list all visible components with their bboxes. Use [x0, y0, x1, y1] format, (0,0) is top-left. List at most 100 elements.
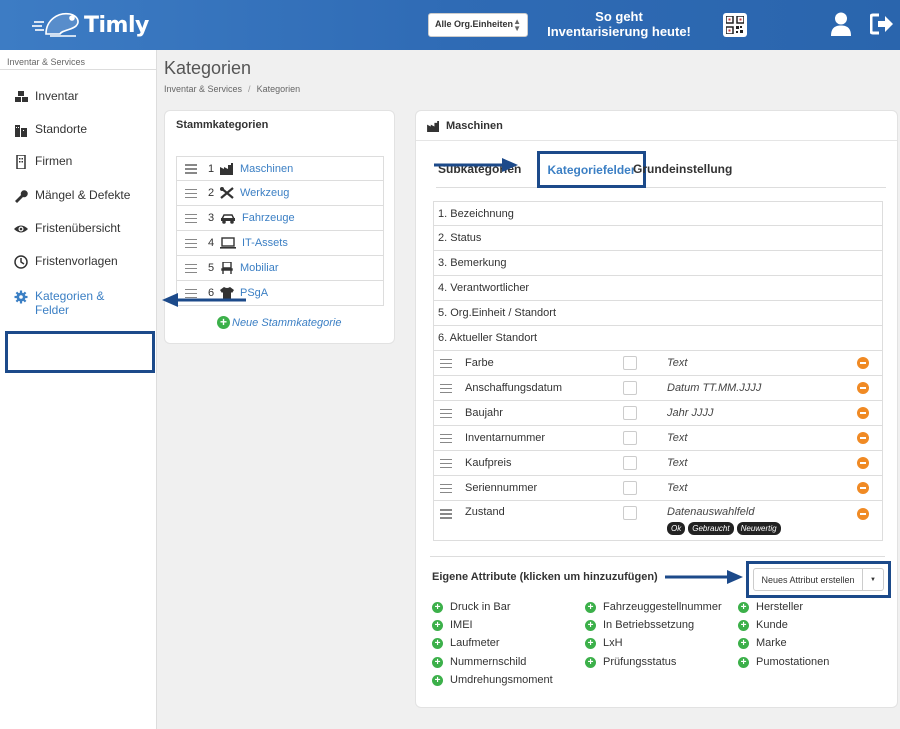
buildings-icon	[15, 125, 27, 137]
category-link[interactable]: Mobiliar	[240, 262, 279, 274]
plus-circle-icon: +	[217, 316, 230, 329]
sidebar-item-kategorien[interactable]: Kategorien & Felder	[14, 289, 104, 317]
custom-field-row[interactable]: Zustand Datenauswahlfeld Ok Gebraucht Ne…	[433, 501, 883, 541]
drag-handle-icon[interactable]	[185, 213, 197, 223]
attribute-item[interactable]: + Nummernschild	[432, 656, 526, 668]
top-bar: Timly Alle Org.Einheiten ▲ ▼ So geht Inve…	[0, 0, 900, 50]
sidebar-item-fristenuebersicht[interactable]: Fristenübersicht	[14, 221, 120, 236]
custom-field-row[interactable]: Baujahr Jahr JJJJ	[433, 401, 883, 426]
drag-handle-icon[interactable]	[440, 383, 452, 393]
required-checkbox[interactable]	[623, 381, 637, 395]
drag-handle-icon[interactable]	[440, 408, 452, 418]
logout-icon[interactable]	[870, 13, 894, 35]
qr-code-icon[interactable]	[723, 13, 747, 37]
attribute-item[interactable]: + Laufmeter	[432, 637, 500, 649]
required-checkbox[interactable]	[623, 481, 637, 495]
attribute-item[interactable]: + Hersteller	[738, 601, 803, 613]
drag-handle-icon[interactable]	[440, 509, 452, 519]
required-checkbox[interactable]	[623, 406, 637, 420]
attribute-item[interactable]: + In Betriebssetzung	[585, 619, 694, 631]
sidebar-item-fristenvorlagen[interactable]: Fristenvorlagen	[14, 254, 118, 269]
new-stammkategorie-label: Neue Stammkategorie	[232, 316, 342, 329]
remove-field-icon[interactable]	[857, 508, 869, 520]
list-item[interactable]: 4 IT-Assets	[176, 231, 384, 256]
drag-handle-icon[interactable]	[440, 458, 452, 468]
custom-field-row[interactable]: Seriennummer Text	[433, 476, 883, 501]
custom-field-row[interactable]: Kaufpreis Text	[433, 451, 883, 476]
list-item[interactable]: 2 Werkzeug	[176, 181, 384, 206]
list-item[interactable]: 1 Maschinen	[176, 156, 384, 181]
required-checkbox[interactable]	[623, 431, 637, 445]
attribute-item[interactable]: + LxH	[585, 637, 623, 649]
drag-handle-icon[interactable]	[440, 433, 452, 443]
shirt-icon	[220, 287, 234, 299]
car-icon	[220, 214, 236, 224]
attribute-item[interactable]: + Pumostationen	[738, 656, 829, 668]
fixed-field-row: 2. Status	[433, 226, 883, 251]
plus-circle-icon: +	[585, 619, 596, 631]
attribute-label: Kunde	[756, 619, 788, 631]
drag-handle-icon[interactable]	[185, 238, 197, 248]
attribute-label: Hersteller	[756, 601, 804, 613]
attribute-item[interactable]: + IMEI	[432, 619, 473, 631]
factory-icon	[427, 120, 439, 132]
remove-field-icon[interactable]	[857, 382, 869, 394]
category-link[interactable]: Werkzeug	[240, 187, 290, 199]
list-item[interactable]: 5 Mobiliar	[176, 256, 384, 281]
logo[interactable]: Timly	[32, 8, 149, 42]
required-checkbox[interactable]	[623, 506, 637, 520]
row-number: 1	[208, 162, 215, 175]
clock-icon	[14, 255, 28, 269]
custom-field-row[interactable]: Farbe Text	[433, 351, 883, 376]
remove-field-icon[interactable]	[857, 457, 869, 469]
category-link[interactable]: PSgA	[240, 287, 269, 299]
attribute-item[interactable]: + Marke	[738, 637, 787, 649]
attribute-item[interactable]: + Umdrehungsmoment	[432, 674, 553, 686]
sidebar-item-maengel[interactable]: Mängel & Defekte	[14, 188, 130, 203]
org-unit-select[interactable]: Alle Org.Einheiten ▲ ▼	[428, 13, 528, 37]
attribute-item[interactable]: + Kunde	[738, 619, 788, 631]
remove-field-icon[interactable]	[857, 482, 869, 494]
category-link[interactable]: Fahrzeuge	[242, 212, 295, 224]
sidebar-item-standorte[interactable]: Standorte	[14, 122, 87, 137]
dropdown-caret-icon[interactable]: ▼	[870, 577, 876, 583]
custom-field-row[interactable]: Inventarnummer Text	[433, 426, 883, 451]
org-unit-select-label: Alle Org.Einheiten	[435, 19, 514, 29]
breadcrumb-link[interactable]: Inventar & Services	[164, 84, 243, 94]
drag-handle-icon[interactable]	[440, 483, 452, 493]
sidebar-item-label: Standorte	[35, 122, 88, 136]
user-icon[interactable]	[830, 12, 852, 36]
sidebar-item-label: Mängel & Defekte	[35, 188, 131, 202]
remove-field-icon[interactable]	[857, 357, 869, 369]
list-item[interactable]: 6 PSgA	[176, 281, 384, 306]
drag-handle-icon[interactable]	[440, 358, 452, 368]
sidebar-item-inventar[interactable]: Inventar	[14, 89, 78, 104]
wrench-icon	[15, 190, 28, 203]
required-checkbox[interactable]	[623, 356, 637, 370]
sidebar-item-firmen[interactable]: Firmen	[14, 154, 72, 169]
attribute-item[interactable]: + Druck in Bar	[432, 601, 511, 613]
custom-field-row[interactable]: Anschaffungsdatum Datum TT.MM.JJJJ	[433, 376, 883, 401]
remove-field-icon[interactable]	[857, 407, 869, 419]
promo-link[interactable]: So geht Inventarisierung heute!	[545, 9, 693, 39]
attribute-item[interactable]: + Fahrzeuggestellnummer	[585, 601, 722, 613]
attribute-item[interactable]: + Prüfungsstatus	[585, 656, 676, 668]
drag-handle-icon[interactable]	[185, 164, 197, 174]
factory-icon	[220, 162, 233, 175]
category-link[interactable]: IT-Assets	[242, 237, 288, 249]
list-item[interactable]: 3 Fahrzeuge	[176, 206, 384, 231]
drag-handle-icon[interactable]	[185, 263, 197, 273]
drag-handle-icon[interactable]	[185, 288, 197, 298]
drag-handle-icon[interactable]	[185, 188, 197, 198]
remove-field-icon[interactable]	[857, 432, 869, 444]
category-link[interactable]: Maschinen	[240, 162, 294, 175]
new-attribute-button[interactable]: Neues Attribut erstellen ▼	[753, 568, 884, 591]
new-stammkategorie-link[interactable]: + Neue Stammkategorie	[217, 316, 341, 329]
annotation-arrow-left-icon	[162, 293, 246, 307]
field-name: Baujahr	[465, 407, 503, 419]
required-checkbox[interactable]	[623, 456, 637, 470]
sidebar-section-title: Inventar & Services	[0, 50, 156, 70]
tab-grundeinstellung[interactable]: Grundeinstellung	[633, 162, 733, 176]
tab-kategoriefelder[interactable]: Kategoriefelder	[537, 151, 646, 188]
option-badge: Neuwertig	[736, 522, 781, 535]
